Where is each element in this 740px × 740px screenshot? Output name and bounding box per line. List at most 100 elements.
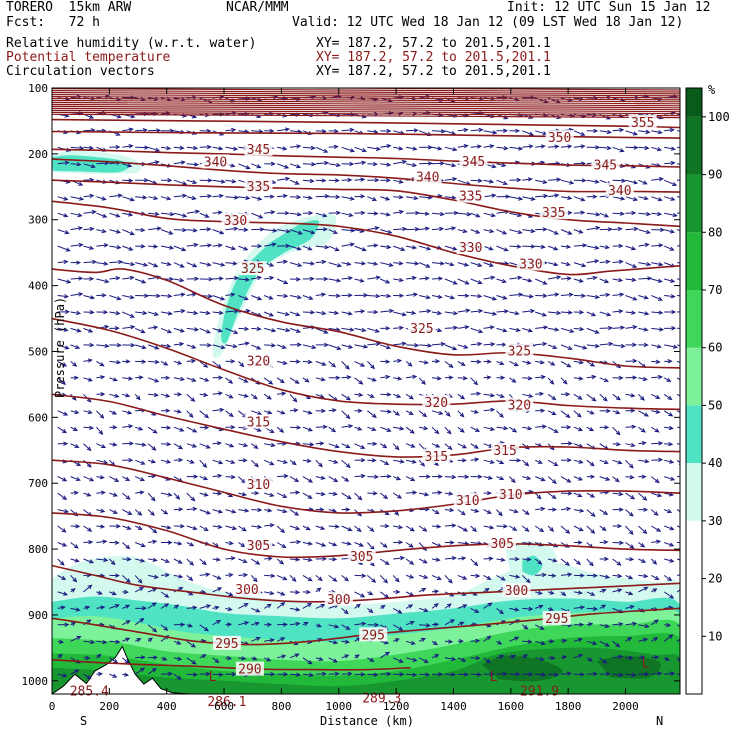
circulation-vector [509,196,524,201]
circulation-vector [199,624,209,632]
circulation-vector [534,525,545,533]
circulation-vector [535,672,547,677]
circulation-vector [586,671,598,677]
circulation-vector [264,194,275,199]
circulation-vector [560,558,571,566]
circulation-vector [393,146,404,151]
circulation-vector [444,507,455,513]
circulation-vector [276,311,291,317]
circulation-vector [638,573,649,579]
circulation-vector [509,574,521,579]
circulation-vector [612,476,620,483]
surface-value: 286.1 [207,695,246,710]
circulation-vector [535,408,546,413]
circulation-vector [457,228,468,234]
circulation-vector [638,623,650,629]
circulation-vector [405,361,413,367]
svg-text:345: 345 [594,159,617,174]
circulation-vector [289,194,302,200]
circulation-vector [96,590,103,595]
circulation-vector [160,145,172,151]
circulation-vector [483,342,496,347]
circulation-vector [289,408,299,413]
circulation-vector [212,587,223,593]
circulation-vector [470,293,483,299]
circulation-vector [328,524,340,529]
circulation-vector [457,144,469,149]
circulation-vector [315,507,325,512]
circulation-vector [354,210,366,216]
circulation-vector [135,606,147,611]
circulation-vector [431,640,439,646]
circulation-vector [122,457,134,463]
circulation-vector [599,393,608,402]
circulation-vector [599,377,609,382]
circulation-vector [470,672,482,677]
circulation-vector [664,245,675,251]
circulation-vector [573,590,583,595]
circulation-vector [83,673,92,680]
circulation-vector [199,459,208,468]
colorbar-tick-label: 100 [708,110,730,124]
circulation-vector [638,586,649,593]
circulation-vector [457,509,466,516]
circulation-vector [341,146,355,153]
circulation-vector [57,591,69,596]
theta-label: 340 [413,169,442,186]
circulation-vector [263,459,275,466]
circulation-vector [186,506,198,512]
circulation-vector [251,490,260,496]
circulation-vector [186,310,199,316]
circulation-vector [225,393,234,399]
circulation-vector [70,260,82,265]
circulation-vector [173,524,185,529]
circulation-vector [380,308,395,314]
circulation-vector [238,621,250,626]
circulation-vector [599,425,610,430]
colorbar-bin [686,290,702,348]
circulation-vector [406,343,420,348]
circulation-vector [289,459,297,466]
circulation-vector [393,540,404,545]
circulation-vector [638,441,647,446]
circulation-vector [276,344,287,349]
circulation-vector [328,128,339,134]
svg-text:305: 305 [247,539,270,554]
circulation-vector [173,342,185,347]
circulation-vector [431,341,446,347]
circulation-vector [148,557,158,562]
circulation-vector [225,509,237,514]
circulation-vector [418,558,428,564]
circulation-vector [380,244,392,250]
circulation-vector [664,542,675,547]
circulation-vector [418,638,426,643]
circulation-vector [393,638,400,643]
circulation-vector [586,194,598,199]
circulation-vector [199,572,211,577]
circulation-vector [392,657,404,663]
colorbar-bin [686,347,702,406]
circulation-vector [470,457,480,462]
circulation-vector [663,574,673,582]
circulation-vector [509,476,516,484]
circulation-vector [147,602,157,609]
circulation-vector [57,525,67,533]
theta-label: 340 [605,182,634,199]
circulation-vector [186,393,196,402]
circulation-vector [302,377,310,383]
circulation-vector [612,410,621,415]
circulation-vector [573,605,586,610]
circulation-vector [586,393,597,402]
svg-text:335: 335 [542,206,565,221]
circulation-vector [625,145,639,150]
circulation-vector [380,229,393,234]
circulation-vector [173,604,180,609]
circulation-vector [57,605,66,610]
circulation-vector [496,459,505,464]
circulation-vector [70,276,84,281]
theta-contour-360 [52,113,680,119]
circulation-vector [276,542,287,548]
circulation-vector [676,509,680,513]
circulation-vector [57,309,70,315]
circulation-vector [677,278,680,280]
